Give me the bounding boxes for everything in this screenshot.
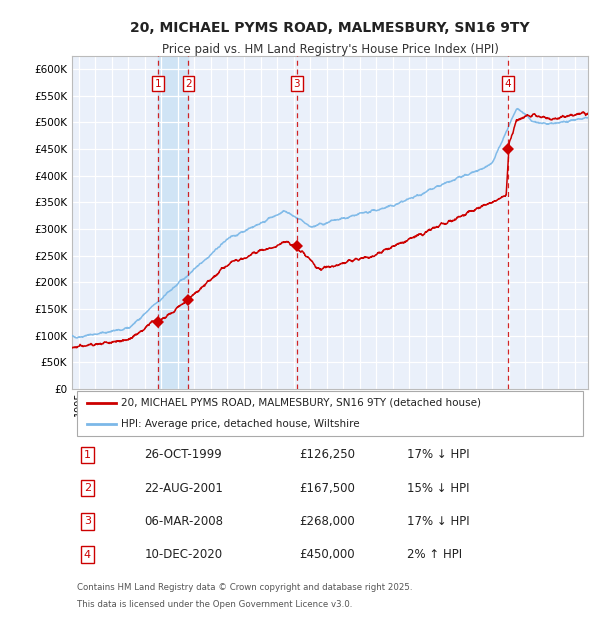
Text: 22-AUG-2001: 22-AUG-2001 bbox=[144, 482, 223, 495]
Text: 2: 2 bbox=[185, 79, 192, 89]
Text: 3: 3 bbox=[84, 516, 91, 526]
Text: 1: 1 bbox=[155, 79, 161, 89]
Text: This data is licensed under the Open Government Licence v3.0.: This data is licensed under the Open Gov… bbox=[77, 600, 353, 609]
Text: 15% ↓ HPI: 15% ↓ HPI bbox=[407, 482, 470, 495]
Text: £126,250: £126,250 bbox=[299, 448, 355, 461]
Text: Price paid vs. HM Land Registry's House Price Index (HPI): Price paid vs. HM Land Registry's House … bbox=[161, 43, 499, 56]
Text: HPI: Average price, detached house, Wiltshire: HPI: Average price, detached house, Wilt… bbox=[121, 420, 359, 430]
Text: 3: 3 bbox=[293, 79, 300, 89]
Text: £450,000: £450,000 bbox=[299, 548, 355, 561]
FancyBboxPatch shape bbox=[77, 391, 583, 436]
Text: 2% ↑ HPI: 2% ↑ HPI bbox=[407, 548, 463, 561]
Text: Contains HM Land Registry data © Crown copyright and database right 2025.: Contains HM Land Registry data © Crown c… bbox=[77, 583, 413, 592]
Text: 2: 2 bbox=[84, 483, 91, 493]
Text: 26-OCT-1999: 26-OCT-1999 bbox=[144, 448, 222, 461]
Text: 06-MAR-2008: 06-MAR-2008 bbox=[144, 515, 223, 528]
Text: 4: 4 bbox=[505, 79, 511, 89]
Text: 20, MICHAEL PYMS ROAD, MALMESBURY, SN16 9TY (detached house): 20, MICHAEL PYMS ROAD, MALMESBURY, SN16 … bbox=[121, 398, 481, 408]
Text: 17% ↓ HPI: 17% ↓ HPI bbox=[407, 515, 470, 528]
Text: 1: 1 bbox=[84, 450, 91, 460]
Bar bbox=[158, 56, 188, 389]
Text: 10-DEC-2020: 10-DEC-2020 bbox=[144, 548, 223, 561]
Text: 17% ↓ HPI: 17% ↓ HPI bbox=[407, 448, 470, 461]
Text: 20, MICHAEL PYMS ROAD, MALMESBURY, SN16 9TY: 20, MICHAEL PYMS ROAD, MALMESBURY, SN16 … bbox=[130, 21, 530, 35]
Text: 4: 4 bbox=[84, 550, 91, 560]
Text: £167,500: £167,500 bbox=[299, 482, 355, 495]
Text: £268,000: £268,000 bbox=[299, 515, 355, 528]
